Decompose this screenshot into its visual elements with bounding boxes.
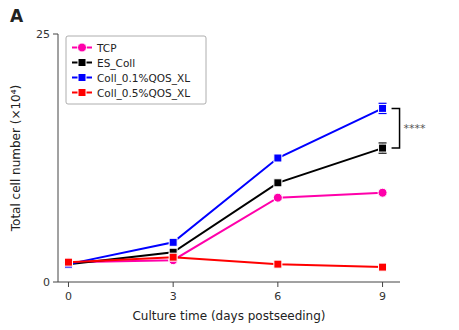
error-bar — [379, 103, 387, 113]
title: A — [10, 6, 24, 26]
annotation: **** — [404, 122, 427, 135]
error-bar — [379, 143, 387, 153]
y-axis-line — [58, 34, 59, 282]
x-tick-label: 9 — [379, 290, 386, 303]
legend-box — [66, 36, 206, 104]
y-tick — [53, 34, 58, 35]
legend-marker — [78, 74, 86, 82]
legend-marker — [78, 59, 86, 67]
x-tick — [68, 282, 69, 287]
x-axis-line — [58, 282, 400, 283]
legend-marker — [78, 43, 87, 52]
point — [169, 253, 177, 261]
point — [64, 258, 72, 266]
legend-label: Coll_0.5%QOS_XL — [97, 87, 190, 100]
series — [64, 143, 386, 268]
y-tick — [53, 282, 58, 283]
point — [379, 104, 387, 112]
x-tick-label: 3 — [170, 290, 177, 303]
line — [68, 148, 382, 264]
point — [379, 263, 387, 271]
legend-marker — [78, 89, 86, 97]
significance-bracket — [392, 108, 400, 148]
x-tick-label: 6 — [274, 290, 281, 303]
x-tick — [173, 282, 174, 287]
plot-area — [64, 103, 387, 271]
point — [274, 154, 282, 162]
legend-label: TCP — [96, 42, 116, 54]
point — [169, 238, 177, 246]
point — [64, 258, 73, 267]
y-tick-label: 0 — [43, 276, 50, 289]
y-tick-label: 25 — [36, 28, 50, 41]
line — [68, 193, 382, 262]
point — [274, 260, 282, 268]
axes: 0 3 6 9 0 25 — [36, 28, 400, 303]
line — [68, 257, 382, 267]
series — [64, 103, 386, 268]
line — [68, 108, 382, 264]
y-axis-label: Total cell number (×10⁴) — [9, 85, 23, 232]
point — [378, 188, 387, 197]
point — [379, 144, 387, 152]
legend-label: ES_Coll — [97, 57, 135, 70]
legend-label: Coll_0.1%QOS_XL — [97, 72, 190, 85]
chart: A 0 3 6 9 0 25 Culture time (days postseeding) T… — [0, 0, 459, 330]
x-axis-label: Culture time (days postseeding) — [132, 309, 325, 323]
series — [64, 253, 386, 271]
bracket — [392, 108, 400, 148]
point — [273, 193, 282, 202]
x-tick-label: 0 — [65, 290, 72, 303]
point — [274, 179, 282, 187]
legend: TCP ES_Coll Coll_0.1%QOS_XL Coll_0.5%QOS_XL — [66, 36, 206, 104]
x-tick — [277, 282, 278, 287]
x-tick — [382, 282, 383, 287]
